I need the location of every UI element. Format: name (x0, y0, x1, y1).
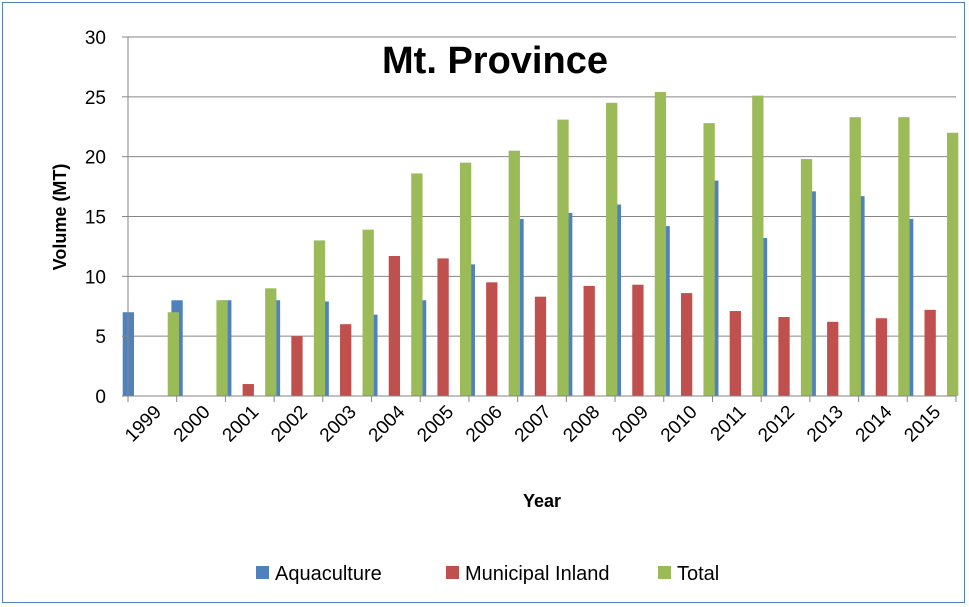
x-tick-label: 2014 (852, 401, 897, 446)
legend: Aquaculture Municipal Inland Total (256, 563, 719, 585)
bar-total (265, 288, 277, 396)
bar-total (849, 117, 861, 396)
bar-total (508, 150, 520, 396)
legend-swatch (256, 566, 269, 579)
bar-municipal-inland (340, 324, 352, 396)
x-tick-label: 2010 (657, 402, 702, 447)
bar-municipal-inland (291, 336, 303, 396)
x-tick-labels: 1999 2000 2001 2002 2003 2004 2005 2006 2007 2008… (121, 401, 945, 446)
x-tick-label: 2013 (803, 402, 848, 447)
x-tick-label: 2002 (267, 402, 312, 447)
y-tick-labels: 0 5 10 15 20 25 30 (85, 28, 106, 408)
bar-municipal-inland (632, 284, 644, 396)
bar-municipal-inland (388, 255, 401, 396)
bar-municipal-inland (486, 282, 498, 396)
y-tick-label: 0 (95, 387, 106, 408)
x-tick-label: 2015 (900, 402, 945, 447)
bar-municipal-inland (583, 285, 595, 396)
bar-municipal-inland (924, 309, 936, 396)
y-tick-label: 30 (85, 28, 106, 49)
bar-total (313, 240, 326, 396)
bar-municipal-inland (680, 293, 693, 396)
x-tick-label: 2001 (219, 402, 264, 447)
bar-total (606, 102, 618, 397)
bars (122, 92, 959, 397)
x-tick-label: 2012 (754, 402, 799, 447)
bar-total (411, 173, 423, 396)
bar-total (362, 229, 374, 396)
x-tick-label: 2003 (316, 402, 361, 447)
legend-swatch (446, 566, 459, 579)
bar-total (216, 300, 228, 396)
axes (122, 36, 957, 402)
bar-total (946, 132, 959, 396)
x-tick-label: 1999 (121, 402, 166, 447)
x-tick-label: 2006 (462, 402, 507, 447)
legend-swatch (658, 566, 671, 579)
x-axis-title: Year (523, 491, 561, 511)
bar-municipal-inland (534, 296, 547, 396)
bar-total (654, 92, 667, 397)
bar-municipal-inland (437, 258, 449, 396)
x-tick-label: 2009 (608, 402, 653, 447)
x-tick-label: 2008 (559, 402, 604, 447)
x-tick-label: 2000 (170, 402, 215, 447)
x-tick-label: 2004 (365, 401, 410, 446)
y-tick-label: 20 (85, 148, 106, 169)
legend-label: Aquaculture (275, 563, 382, 585)
bar-total (703, 123, 715, 396)
y-axis-title: Volume (MT) (50, 164, 70, 271)
bar-municipal-inland (827, 321, 839, 396)
bar-municipal-inland (778, 317, 790, 396)
x-tick-label: 2007 (511, 402, 556, 447)
y-tick-label: 5 (95, 327, 106, 348)
legend-label: Municipal Inland (465, 563, 610, 585)
x-tick-label: 2005 (413, 402, 458, 447)
bar-total (800, 159, 813, 396)
bar-total (752, 95, 764, 397)
bar-total (167, 312, 180, 396)
chart-title: Mt. Province (382, 40, 608, 82)
bar-total (459, 162, 472, 396)
y-tick-label: 25 (85, 88, 106, 109)
x-tick-label: 2011 (707, 402, 751, 446)
bar-municipal-inland (729, 311, 741, 396)
legend-label: Total (677, 563, 719, 585)
y-tick-label: 10 (85, 267, 106, 288)
bar-total (557, 119, 569, 396)
bar-total (898, 117, 910, 396)
bar-municipal-inland (875, 318, 888, 396)
y-tick-label: 15 (85, 208, 106, 229)
bar-municipal-inland (242, 384, 254, 396)
